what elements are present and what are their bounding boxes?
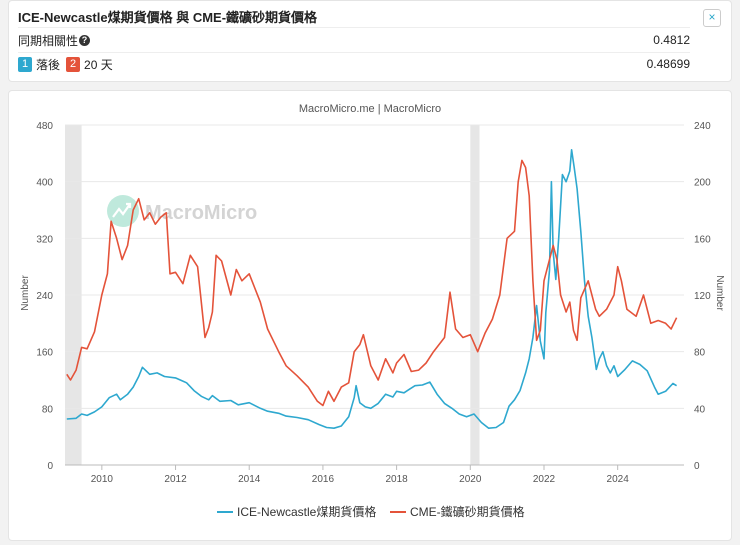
left-tick-label-240: 240: [36, 291, 53, 302]
help-icon[interactable]: ?: [79, 34, 91, 46]
right-tick-label-120: 120: [694, 291, 711, 302]
watermark-trend-icon: [112, 202, 132, 218]
left-axis-label: Number: [20, 275, 31, 311]
chart-source: MacroMicro.me | MacroMicro: [299, 103, 441, 115]
chart-panel: MacroMicro.me | MacroMicro MacroMicro 0 8…: [8, 90, 732, 541]
left-tick-label-480: 480: [36, 121, 53, 132]
correlation-value: 0.4812: [653, 33, 690, 47]
lag-row: 1 落後 2 20 天 0.48699: [18, 52, 690, 76]
x-tick-label-2018: 2018: [385, 474, 408, 485]
right-tick-label-160: 160: [694, 234, 711, 245]
legend-label-series1[interactable]: ICE-Newcastle煤期貨價格: [237, 504, 376, 519]
lag-days: 20 天: [84, 57, 113, 72]
x-tick-label-2010: 2010: [91, 474, 114, 485]
left-tick-label-160: 160: [36, 348, 53, 359]
x-tick-label-2014: 2014: [238, 474, 261, 485]
right-tick-label-200: 200: [694, 178, 711, 189]
legend: ICE-Newcastle煤期貨價格 CME-鐵礦砂期貨價格: [217, 504, 525, 519]
left-tick-label-320: 320: [36, 234, 53, 245]
x-tick-label-2024: 2024: [607, 474, 630, 485]
right-tick-label-80: 80: [694, 348, 706, 359]
info-panel: ICE-Newcastle煤期貨價格 與 CME-鐵礦砂期貨價格 × 同期相關性…: [8, 0, 732, 82]
x-tick-label-2020: 2020: [459, 474, 482, 485]
close-button[interactable]: ×: [703, 9, 721, 27]
x-tick-label-2022: 2022: [533, 474, 556, 485]
lag-badge-2: 2: [66, 56, 81, 72]
watermark-text: MacroMicro: [145, 202, 257, 224]
series-line-2[interactable]: [66, 159, 678, 407]
right-tick-label-40: 40: [694, 404, 706, 415]
series-line-1[interactable]: [66, 149, 678, 429]
correlation-row: 同期相關性 ? 0.4812: [18, 27, 690, 53]
x-tick-label-2012: 2012: [164, 474, 187, 485]
panel-title: ICE-Newcastle煤期貨價格 與 CME-鐵礦砂期貨價格: [18, 10, 318, 25]
x-tick-label-2016: 2016: [312, 474, 335, 485]
lag-correlation-value: 0.48699: [646, 57, 690, 71]
lag-label: 落後: [36, 57, 61, 72]
legend-label-series2[interactable]: CME-鐵礦砂期貨價格: [410, 504, 525, 519]
lag-badge-1: 1: [18, 56, 32, 72]
left-tick-label-0: 0: [47, 461, 53, 472]
left-tick-label-80: 80: [42, 404, 54, 415]
watermark: MacroMicro: [107, 195, 257, 227]
correlation-label: 同期相關性: [18, 33, 79, 48]
right-tick-label-240: 240: [694, 121, 711, 132]
line-chart: MacroMicro.me | MacroMicro MacroMicro 0 8…: [20, 103, 725, 519]
right-axis-label: Number: [714, 275, 725, 311]
right-tick-label-0: 0: [694, 461, 700, 472]
left-tick-label-400: 400: [36, 178, 53, 189]
